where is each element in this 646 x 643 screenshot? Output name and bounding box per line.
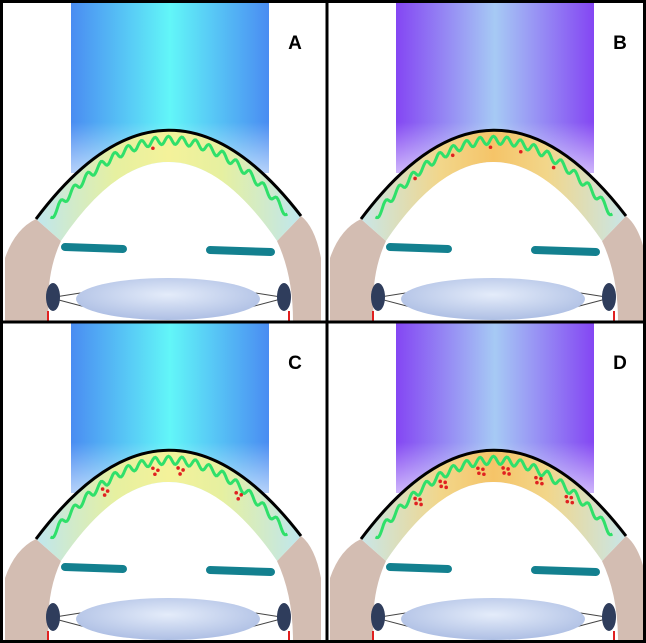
ciliary-left — [46, 603, 60, 631]
iris-right — [206, 246, 275, 256]
particle — [501, 466, 505, 470]
particle — [477, 471, 481, 476]
panel: C — [5, 323, 321, 641]
inner-cornea — [374, 482, 602, 641]
panel-label: C — [288, 353, 302, 374]
panel: A — [5, 3, 321, 321]
ciliary-right — [602, 283, 616, 311]
wavy-layer — [49, 454, 289, 540]
inner-cornea — [49, 482, 277, 641]
panel-label: D — [613, 353, 627, 374]
particle — [181, 468, 185, 472]
particle — [444, 485, 448, 490]
particle — [419, 502, 423, 507]
particle — [100, 487, 105, 491]
panel-label: A — [288, 33, 302, 54]
particle — [551, 165, 556, 170]
particle — [414, 501, 418, 506]
lens — [76, 598, 260, 640]
particle — [488, 145, 493, 150]
cornea-outline — [34, 448, 303, 540]
particle — [570, 500, 575, 505]
iris-right — [206, 566, 275, 576]
inner-cornea — [374, 162, 602, 321]
particle — [481, 467, 485, 472]
particle — [438, 479, 442, 484]
particle — [439, 484, 443, 489]
inner-cornea — [49, 162, 277, 321]
particle — [539, 476, 543, 481]
particle — [413, 496, 417, 501]
particle — [534, 475, 538, 480]
particle — [156, 468, 160, 473]
particle — [502, 471, 506, 475]
ciliary-left — [371, 283, 385, 311]
particle — [565, 499, 570, 504]
sclera-right — [277, 216, 321, 321]
cornea — [361, 130, 626, 241]
panel-label: B — [613, 33, 627, 54]
cornea — [36, 450, 301, 561]
particle — [443, 480, 447, 485]
lens — [401, 598, 585, 640]
ciliary-left — [46, 283, 60, 311]
particle — [450, 153, 455, 158]
iris-left — [386, 563, 452, 573]
iris-left — [386, 243, 452, 253]
particle — [569, 495, 574, 500]
particle — [540, 481, 544, 486]
iris-left — [61, 563, 127, 573]
iris-right — [531, 566, 600, 576]
particle — [482, 472, 486, 477]
particle — [507, 472, 511, 476]
particle — [518, 149, 523, 154]
particle — [102, 493, 107, 497]
lens — [401, 278, 585, 320]
particle — [151, 466, 155, 471]
iris-left — [61, 243, 127, 253]
particle — [535, 480, 539, 485]
cornea-outline — [359, 128, 628, 220]
wavy-layer — [49, 134, 289, 220]
particle — [239, 493, 244, 497]
cornea-outline — [359, 448, 628, 540]
particle — [413, 176, 417, 181]
ciliary-right — [277, 603, 291, 631]
particle — [418, 497, 422, 502]
particle — [476, 466, 480, 471]
iris-right — [531, 246, 600, 256]
cornea-outline — [34, 128, 303, 220]
cornea — [36, 130, 301, 241]
particle — [236, 497, 241, 501]
ciliary-left — [371, 603, 385, 631]
wavy-layer — [374, 134, 614, 220]
sclera-right — [602, 536, 646, 641]
wavy-layer — [374, 454, 614, 540]
panel: D — [330, 323, 646, 641]
panels: A B C D — [5, 3, 646, 641]
particle — [178, 472, 182, 476]
cornea — [361, 450, 626, 561]
panel: B — [330, 3, 646, 321]
particle — [153, 472, 157, 477]
sclera-right — [602, 216, 646, 321]
ciliary-right — [602, 603, 616, 631]
particle — [105, 489, 110, 493]
particle — [176, 466, 180, 470]
ciliary-right — [277, 283, 291, 311]
lens — [76, 278, 260, 320]
particle — [564, 494, 569, 499]
particle — [234, 491, 239, 495]
particle — [151, 146, 155, 151]
sclera-right — [277, 536, 321, 641]
particle — [506, 467, 510, 471]
